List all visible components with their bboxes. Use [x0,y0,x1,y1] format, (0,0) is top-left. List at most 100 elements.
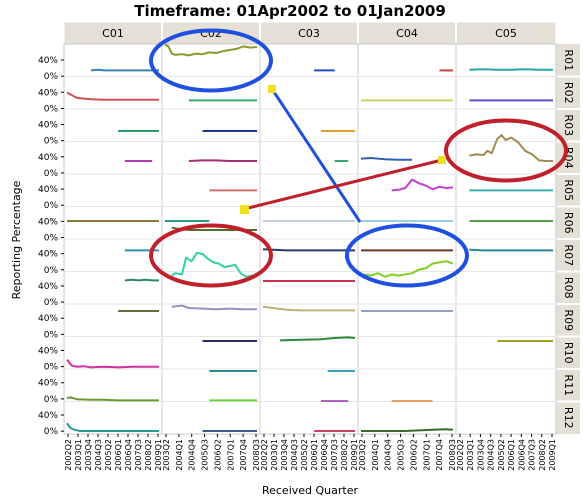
y-tick-label: 40% [38,217,58,227]
x-tick-label: 2009Q1 [548,439,557,471]
x-tick-label: 2005Q2 [104,439,113,471]
x-tick-label: 2002Q2 [456,439,465,471]
x-tick-label: 2007Q3 [528,439,537,471]
series-line-r11-c1 [66,358,159,369]
x-tick-label: 2006Q1 [114,439,123,471]
series-line-r13-c4 [361,428,454,432]
y-axis-label: Reporting Percentage [10,180,23,299]
x-tick-label: 2006Q2 [409,439,418,471]
x-tick-label: 2004Q3 [487,439,496,471]
y-tick-label: 40% [38,346,58,356]
y-tick-label: 0% [44,169,59,179]
column-header-c03: C03 [298,27,320,40]
series-line-r9-c3 [262,305,355,312]
x-tick-label: 2004Q1 [371,439,380,471]
x-tick-label: 2006Q4 [124,439,133,471]
y-tick-label: 0% [44,298,59,308]
series-line-r4-c4 [360,157,413,161]
y-tick-label: 0% [44,330,59,340]
x-tick-label: 2003Q1 [74,439,83,471]
series-line-r7-c3 [262,248,355,252]
x-tick-label: 2003Q4 [84,439,93,471]
x-tick-label: 2003Q1 [466,439,475,471]
row-label-r06: R06 [562,212,575,234]
x-tick-label: 2006Q1 [507,439,516,471]
row-label-r07: R07 [562,244,575,266]
series-line-r2-c1 [66,91,159,101]
series-line-r5-c4 [391,178,454,192]
x-tick-label: 2005Q2 [300,439,309,471]
x-tick-label: 2008Q2 [538,439,547,471]
x-tick-label: 2003Q1 [270,439,279,471]
y-axis-ticks: 40% 0% 40% 0% 40% 0% 40% 0% 40% 0% 40% 0% 40% 0% 40% 0%… [38,56,64,437]
column-header-c01: C01 [102,27,124,40]
x-tick-label: 2008Q2 [144,439,153,471]
y-tick-label: 0% [44,234,59,244]
x-tick-label: 2003Q2 [358,439,367,471]
x-axis-label: Received Quarter [262,484,359,497]
series-line-r8-c4 [364,260,454,278]
series-line-r8-c1 [124,278,159,282]
series-line-r9-c2 [171,304,257,311]
x-tick-label: 2006Q1 [310,439,319,471]
x-tick-label: 2005Q3 [397,439,406,471]
x-tick-label: 2006Q4 [320,439,329,471]
y-tick-label: 0% [44,72,59,82]
x-tick-label: 2009Q1 [154,439,163,471]
row-label-r12: R12 [562,407,575,429]
annotation-arrow-end [268,85,276,93]
y-tick-label: 0% [44,266,59,276]
x-tick-label: 2005Q2 [497,439,506,471]
x-tick-label: 2002Q2 [64,439,73,471]
row-label-r01: R01 [562,49,575,71]
y-tick-label: 40% [38,88,58,98]
column-header-c05: C05 [495,27,517,40]
annotation-ellipse [444,118,568,183]
row-label-r08: R08 [562,277,575,299]
annotation-arrow [270,88,362,223]
y-tick-label: 0% [44,395,59,405]
annotation-ellipse [345,223,469,288]
x-tick-label: 2008Q3 [252,439,261,471]
x-tick-label: 2003Q4 [476,439,485,471]
annotations [149,28,568,288]
x-tick-label: 2003Q4 [280,439,289,471]
x-tick-label: 2006Q4 [517,439,526,471]
series-line-r4-c5 [469,134,553,162]
y-tick-label: 40% [38,153,58,163]
row-label-r03: R03 [562,114,575,136]
series-line-r4-c2 [188,159,257,162]
y-tick-label: 40% [38,121,58,131]
x-tick-label: 2004Q3 [94,439,103,471]
y-tick-label: 0% [44,104,59,114]
series-line-r12-c1 [66,396,159,402]
column-headers: C01 C02 C03 C04 C05 [63,21,557,45]
y-tick-label: 0% [44,137,59,147]
x-tick-label: 2005Q3 [201,439,210,471]
x-tick-label: 2007Q4 [239,439,248,471]
x-tick-label: 2004Q4 [188,439,197,471]
annotation-ellipse [149,223,273,288]
annotation-arrow [243,158,443,211]
series-line-r10-c3 [279,336,356,342]
x-tick-label: 2007Q3 [134,439,143,471]
x-tick-label: 2007Q1 [226,439,235,471]
chart-title: Timeframe: 01Apr2002 to 01Jan2009 [134,2,446,20]
column-header-c04: C04 [396,27,418,40]
x-tick-label: 2006Q2 [213,439,222,471]
y-tick-label: 0% [44,363,59,373]
x-tick-label: 2003Q2 [162,439,171,471]
row-label-r02: R02 [562,82,575,104]
panel-grid [63,43,557,435]
x-tick-label: 2004Q1 [175,439,184,471]
series-line-r1-c2 [164,43,258,57]
y-tick-label: 40% [38,411,58,421]
x-tick-label: 2007Q3 [330,439,339,471]
annotation-arrow-end [438,156,446,164]
x-tick-label: 2008Q3 [448,439,457,471]
x-tick-label: 2007Q1 [422,439,431,471]
y-tick-label: 40% [38,185,58,195]
annotation-marker [240,205,249,214]
series-line-r1-c1 [90,68,159,72]
